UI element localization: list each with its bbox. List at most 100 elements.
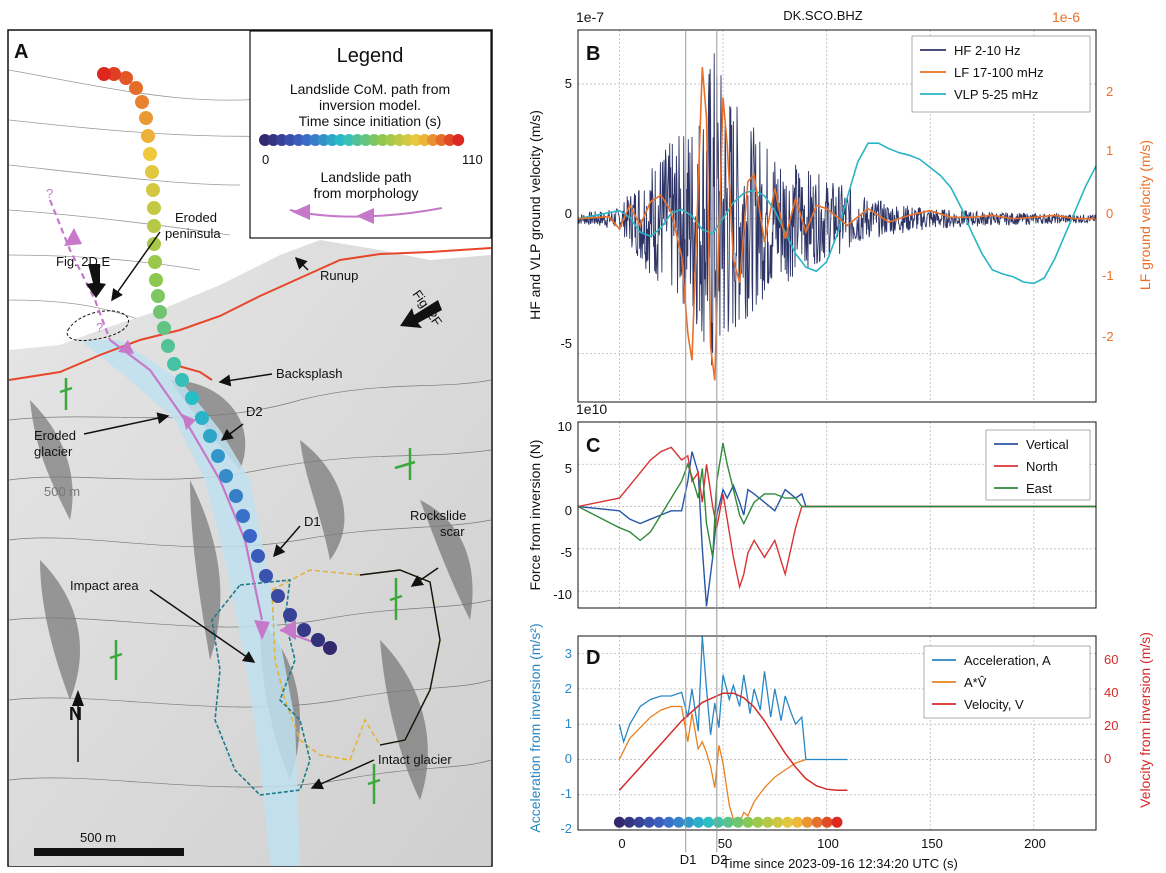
b-ytick-5: 5 xyxy=(565,76,572,91)
c-legend-vertical: Vertical xyxy=(1026,437,1069,452)
com-dot xyxy=(219,469,233,483)
runup-line xyxy=(8,247,492,381)
com-dot xyxy=(135,95,149,109)
panel-c-legend: Vertical North East xyxy=(985,429,1091,501)
b-rtick-neg1: -1 xyxy=(1102,268,1114,283)
glacier xyxy=(80,340,300,866)
legend-desc-2: inversion model. xyxy=(319,97,421,113)
label-500m-contour: 500 m xyxy=(44,484,80,499)
label-q1: ? xyxy=(46,186,53,201)
legend-box: Legend Landslide CoM. path from inversio… xyxy=(249,30,492,239)
legend-dot xyxy=(410,134,423,146)
time-color-dot xyxy=(663,816,675,828)
panel-b-ylabel-left: HF and VLP ground velocity (m/s) xyxy=(527,110,543,320)
legend-dot xyxy=(334,134,347,146)
label-eroded-glacier-2: glacier xyxy=(34,444,73,459)
time-color-dot xyxy=(782,816,794,828)
d-rtick-0: 0 xyxy=(1104,751,1111,766)
time-color-dot xyxy=(712,816,724,828)
time-color-dot xyxy=(722,816,734,828)
b-legend-lf: LF 17-100 mHz xyxy=(954,65,1044,80)
rockslide-inner-line xyxy=(359,569,441,746)
com-dot xyxy=(195,411,209,425)
time-color-dot xyxy=(702,816,714,828)
panel-b-label: B xyxy=(586,43,600,65)
legend-dot xyxy=(301,134,313,146)
legend-dot xyxy=(427,134,439,146)
series-vlp xyxy=(577,142,1097,285)
c-legend-east: East xyxy=(1026,481,1052,496)
legend-scale-min: 0 xyxy=(262,152,269,167)
time-color-dot xyxy=(742,816,754,828)
map-frame: A Eroded peninsula Fig. 2D,E Runup Fig. … xyxy=(7,29,493,867)
time-color-dot xyxy=(752,816,764,828)
com-dot xyxy=(107,67,121,81)
com-dot xyxy=(167,357,181,371)
com-dot xyxy=(146,183,160,197)
b-rtick-2: 2 xyxy=(1106,84,1113,99)
strike-dip-symbols xyxy=(59,378,416,804)
label-fig2de: Fig. 2D,E xyxy=(56,254,111,269)
map-labels: A Eroded peninsula Fig. 2D,E Runup Fig. … xyxy=(14,41,466,767)
legend-dot xyxy=(309,134,322,146)
b-ytick-0: 0 xyxy=(565,206,572,221)
b-rtick-0: 0 xyxy=(1106,206,1113,221)
scale-bar: 500 m xyxy=(34,830,184,856)
series-east xyxy=(577,442,1096,558)
legend-dot xyxy=(343,134,355,146)
d-ytick-1: 1 xyxy=(565,716,572,731)
panel-c: 1e10 Force from inversion (N) 10 5 0 -5 … xyxy=(527,401,1097,609)
label-eroded-glacier-1: Eroded xyxy=(34,428,76,443)
panel-d-ylabel-left: Acceleration from inversion (m/s²) xyxy=(527,623,543,832)
com-dot xyxy=(211,449,225,463)
annotation-arrows xyxy=(83,231,439,790)
time-color-dot xyxy=(653,816,665,828)
series-acceleration xyxy=(618,635,848,761)
legend-dot xyxy=(317,134,330,146)
label-rockslide-1: Rockslide xyxy=(410,508,466,523)
legend-dot xyxy=(401,134,414,146)
d-vline-label-d2: D2 xyxy=(711,852,728,867)
c-ytick-neg10: -10 xyxy=(553,587,572,602)
time-color-dot xyxy=(791,816,803,828)
panel-d-xticks: 0 50 100 150 200 xyxy=(618,836,1045,851)
panel-b-ylabel-right: LF ground velocity (m/s) xyxy=(1137,140,1153,290)
fig-arrows xyxy=(86,264,442,328)
panel-b-offset-left: 1e-7 xyxy=(576,9,604,25)
com-dot xyxy=(259,569,273,583)
panel-d: Acceleration from inversion (m/s²) Veloc… xyxy=(527,623,1153,871)
d-legend-av: A*V̂ xyxy=(964,675,987,690)
north-label: N xyxy=(69,704,82,724)
legend-morph-1: Landslide path xyxy=(320,169,411,185)
legend-colorbar-dots xyxy=(259,134,465,146)
com-dot xyxy=(175,373,189,387)
legend-dot xyxy=(435,134,448,146)
com-dot xyxy=(185,391,199,405)
label-d1: D1 xyxy=(304,514,321,529)
d1-d2-vertical-lines xyxy=(685,30,718,852)
com-dot xyxy=(148,255,162,269)
d-xtick-50: 50 xyxy=(718,836,732,851)
b-ytick-neg5: -5 xyxy=(560,336,572,351)
panel-d-right-ticks: 60 40 20 0 xyxy=(1104,652,1118,766)
c-ytick-0: 0 xyxy=(565,503,572,518)
com-dot xyxy=(147,237,161,251)
c-ytick-5: 5 xyxy=(565,461,572,476)
time-color-dot xyxy=(811,816,823,828)
com-dot xyxy=(119,71,133,85)
legend-dot xyxy=(267,134,280,146)
label-backsplash: Backsplash xyxy=(276,366,342,381)
map-panel: A Eroded peninsula Fig. 2D,E Runup Fig. … xyxy=(7,29,493,867)
legend-dot xyxy=(259,134,271,146)
panel-b-left-ticks: 5 0 -5 xyxy=(560,76,572,351)
series-av xyxy=(618,705,807,824)
com-dot xyxy=(251,549,265,563)
label-eroded-peninsula-2: peninsula xyxy=(165,226,221,241)
scale-bar-label: 500 m xyxy=(80,830,116,845)
panel-c-label: C xyxy=(586,435,600,457)
d-ytick-neg1: -1 xyxy=(560,786,572,801)
legend-desc-1: Landslide CoM. path from xyxy=(290,81,450,97)
series-velocity xyxy=(618,692,848,792)
c-ytick-10: 10 xyxy=(558,419,572,434)
com-dot xyxy=(145,165,159,179)
